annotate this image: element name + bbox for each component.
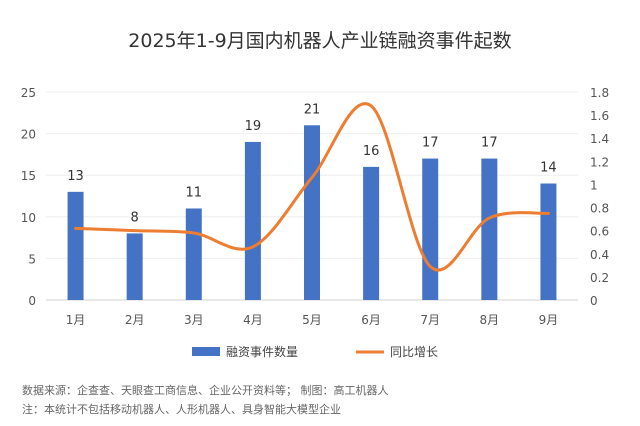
bar: [67, 191, 84, 300]
bar-data-label: 11: [186, 185, 203, 200]
right-tick-label: 0.4: [590, 248, 609, 262]
bar: [244, 141, 261, 300]
right-tick-label: 1: [590, 178, 598, 192]
x-tick-label: 9月: [539, 313, 559, 327]
bar: [126, 233, 143, 300]
left-tick-label: 20: [21, 128, 36, 142]
right-tick-label: 1.8: [590, 86, 609, 100]
left-tick-label: 25: [21, 86, 36, 100]
x-tick-label: 7月: [420, 313, 440, 327]
bar: [185, 208, 202, 300]
chart-title: 2025年1-9月国内机器人产业链融资事件起数: [128, 30, 512, 52]
left-tick-label: 10: [21, 211, 36, 225]
bar-data-label: 17: [422, 136, 439, 151]
growth-line: [74, 102, 550, 272]
right-tick-label: 1.2: [590, 155, 609, 169]
legend-label-line: 同比增长: [390, 345, 438, 359]
bar-data-label: 17: [481, 136, 498, 151]
right-tick-label: 0: [590, 294, 598, 308]
x-tick-label: 1月: [66, 313, 86, 327]
bar-data-label: 19: [245, 119, 262, 134]
footnote: 注：本统计不包括移动机器人、人形机器人、具身智能大模型企业: [22, 403, 341, 416]
right-tick-label: 1.6: [590, 109, 609, 123]
x-tick-label: 3月: [184, 313, 204, 327]
left-tick-label: 5: [28, 252, 36, 266]
right-tick-label: 0.6: [590, 225, 609, 239]
left-tick-label: 0: [28, 294, 36, 308]
x-tick-label: 5月: [302, 313, 322, 327]
bar: [422, 158, 439, 300]
right-tick-label: 0.8: [590, 202, 609, 216]
bar-data-label: 14: [540, 161, 557, 176]
bar: [363, 166, 380, 300]
bar: [481, 158, 498, 300]
bar-data-label: 8: [131, 210, 139, 225]
x-tick-label: 4月: [243, 313, 263, 327]
x-tick-label: 2月: [125, 313, 145, 327]
x-tick-label: 6月: [361, 313, 381, 327]
bar: [540, 183, 557, 300]
legend-label-bar: 融资事件数量: [226, 344, 298, 359]
bar-data-label: 16: [363, 144, 380, 159]
source-note: 数据来源：企查查、天眼查工商信息、企业公开资料等； 制图：高工机器人: [22, 384, 389, 397]
x-tick-label: 8月: [480, 313, 500, 327]
bar-data-label: 13: [67, 169, 84, 184]
left-tick-label: 15: [21, 169, 36, 183]
right-tick-label: 1.4: [590, 132, 609, 146]
bar: [304, 125, 320, 300]
bar-data-label: 21: [304, 102, 321, 117]
legend-swatch-bar: [192, 347, 220, 356]
right-tick-label: 0.2: [590, 271, 609, 285]
